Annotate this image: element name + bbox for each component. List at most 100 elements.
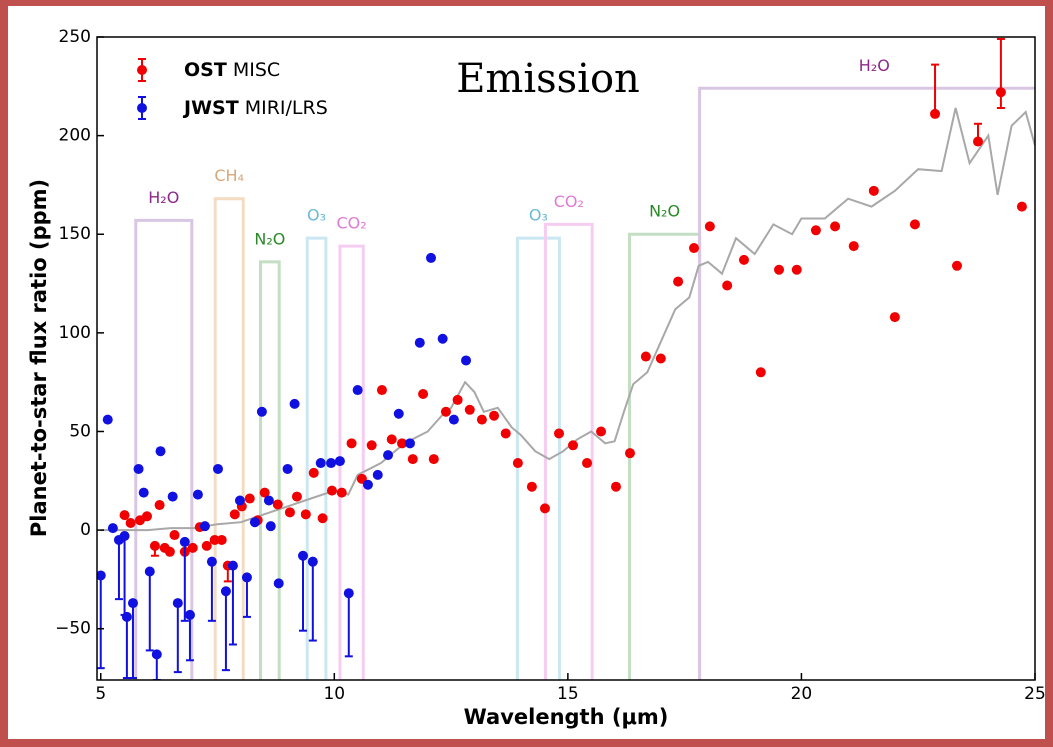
point [755,367,766,378]
point [259,487,270,498]
point [464,404,475,415]
point [995,87,1006,98]
point [848,241,859,252]
point [179,536,190,547]
band-box [305,236,328,680]
point [326,485,337,496]
x-tick-label: 10 [323,684,345,704]
x-tick-label: 20 [791,684,813,704]
point [273,578,284,589]
model-line [100,107,1035,532]
point [512,458,523,469]
band-box [258,260,281,680]
point [582,458,593,469]
point [526,481,537,492]
legend-marker [137,65,147,75]
point [640,351,651,362]
point [141,511,152,522]
point [206,556,217,567]
point [346,438,357,449]
point [272,499,283,510]
band-box [134,218,194,680]
point [125,517,136,528]
point [256,406,267,417]
y-tick-label: 100 [59,323,91,343]
point [688,243,699,254]
point [909,219,920,230]
point [973,136,984,147]
point [568,440,579,451]
point [234,495,245,506]
band-box [213,197,245,680]
point [102,414,113,425]
point [263,495,274,506]
point [121,611,132,622]
point [154,500,165,511]
point [539,503,550,514]
point [164,546,175,557]
plot-area [97,37,1035,680]
point [227,560,238,571]
point [199,521,210,532]
point [830,221,841,232]
point [610,481,621,492]
point [1016,201,1027,212]
point [738,254,749,265]
y-tick-label: 0 [80,520,91,540]
point [133,463,144,474]
point [144,566,155,577]
band-label: N₂O [254,229,285,248]
band-box [628,232,702,680]
point [209,534,220,545]
point [298,550,309,561]
band-box [515,236,561,680]
point [393,408,404,419]
point [308,467,319,478]
y-tick-label: 250 [59,27,91,47]
point [386,434,397,445]
legend-marker [137,103,147,113]
point [655,353,666,364]
point [868,185,879,196]
point [282,463,293,474]
band-label: N₂O [649,202,680,221]
point [362,479,373,490]
band-label: O₃ [529,206,548,225]
point [241,572,252,583]
point [596,426,607,437]
point [397,438,408,449]
point [440,406,451,417]
point [119,510,130,521]
point [418,389,429,400]
plot-frame [96,36,1036,681]
point [383,450,394,461]
point [229,509,240,520]
point [352,385,363,396]
point [155,446,166,457]
point [343,588,354,599]
y-axis-label: Planet-to-star flux ratio (ppm) [27,179,51,537]
point [187,542,198,553]
point [167,491,178,502]
band-label: H₂O [148,188,179,207]
point [489,410,500,421]
point [289,398,300,409]
y-tick-label: 200 [59,126,91,146]
annotation: Emission [456,56,640,102]
point [476,414,487,425]
point [930,108,941,119]
point [326,458,337,469]
y-tick-label: −50 [55,619,91,639]
point [97,570,106,581]
band-label: H₂O [859,56,890,75]
point [138,487,149,498]
point [774,264,785,275]
point [300,509,311,520]
point [220,586,231,597]
point [810,225,821,236]
point [428,454,439,465]
x-axis-label: Wavelength (μm) [464,705,669,729]
point [722,280,733,291]
